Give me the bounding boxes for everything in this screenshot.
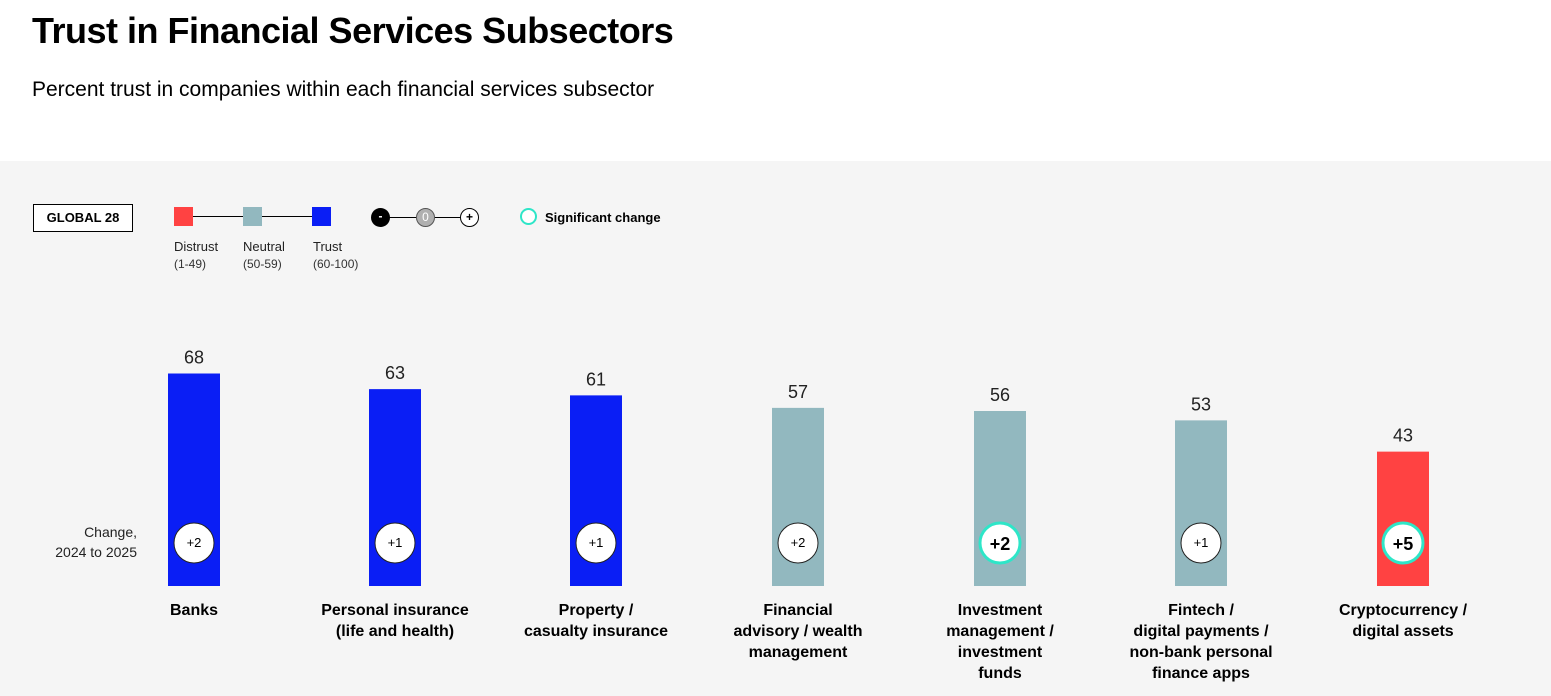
- change-badge-circle: [978, 521, 1022, 565]
- chart-title: Trust in Financial Services Subsectors: [32, 10, 674, 51]
- legend-change-minus: -: [371, 208, 390, 227]
- change-badge-circle: [374, 522, 416, 564]
- change-badge-label: +1: [1194, 535, 1209, 550]
- legend-trust-label: Trust: [313, 239, 343, 254]
- bar-value-label: 53: [1191, 394, 1211, 414]
- change-caption-line-1: Change,: [84, 524, 137, 540]
- change-badge-circle: [575, 522, 617, 564]
- legend-change-zero: 0: [416, 208, 435, 227]
- legend-neutral-range: (50-59): [243, 257, 282, 271]
- chart-subtitle: Percent trust in companies within each f…: [32, 78, 655, 101]
- change-badge-label: +1: [589, 535, 604, 550]
- category-label: Cryptocurrency /: [1339, 602, 1468, 619]
- change-badge-circle: [1381, 521, 1425, 565]
- legend-distrust-swatch: [174, 207, 193, 226]
- bar-value-label: 63: [385, 363, 405, 383]
- category-label: Fintech /: [1168, 602, 1234, 619]
- legend-significant-change-label: Significant change: [545, 210, 661, 225]
- category-label: digital assets: [1352, 623, 1453, 640]
- category-label: Investment: [958, 602, 1043, 619]
- category-label: digital payments /: [1133, 623, 1269, 640]
- category-label: Financial: [763, 602, 832, 619]
- category-label: non-bank personal: [1129, 644, 1272, 661]
- bar-value-label: 57: [788, 382, 808, 402]
- bar-value-label: 68: [184, 348, 204, 368]
- category-label: Banks: [170, 602, 218, 619]
- change-badge-label: +2: [791, 535, 806, 550]
- legend-neutral-swatch: [243, 207, 262, 226]
- change-badge-label: +5: [1393, 534, 1414, 554]
- legend-change-plus: +: [460, 208, 479, 227]
- legend-trust-swatch: [312, 207, 331, 226]
- global-28-badge: GLOBAL 28: [33, 204, 133, 232]
- category-label: funds: [978, 665, 1022, 682]
- change-badge-circle: [1180, 522, 1222, 564]
- category-label: Property /: [559, 602, 634, 619]
- legend-distrust-range: (1-49): [174, 257, 207, 271]
- legend-neutral-label: Neutral: [243, 239, 285, 254]
- change-badge-circle: [173, 522, 215, 564]
- legend-significant-change-icon: [520, 208, 537, 225]
- legend-distrust-label: Distrust: [174, 239, 219, 254]
- category-label: (life and health): [336, 623, 454, 640]
- category-label: investment: [958, 644, 1043, 661]
- change-badge-label: +2: [187, 535, 202, 550]
- category-label: management: [749, 644, 848, 661]
- bar-value-label: 61: [586, 369, 606, 389]
- category-label: advisory / wealth: [734, 623, 863, 640]
- category-label: Personal insurance: [321, 602, 469, 619]
- category-label: finance apps: [1152, 665, 1250, 682]
- bar-value-label: 56: [990, 385, 1010, 405]
- change-badge-circle: [777, 522, 819, 564]
- category-label: management /: [946, 623, 1054, 640]
- legend-trust-range: (60-100): [313, 257, 359, 271]
- bar: [1377, 451, 1429, 586]
- change-caption: Change, 2024 to 2025: [20, 522, 137, 562]
- change-badge-label: +2: [990, 534, 1011, 554]
- category-label: casualty insurance: [524, 623, 668, 640]
- change-caption-line-2: 2024 to 2025: [55, 544, 137, 560]
- bar-value-label: 43: [1393, 426, 1413, 446]
- change-badge-label: +1: [388, 535, 403, 550]
